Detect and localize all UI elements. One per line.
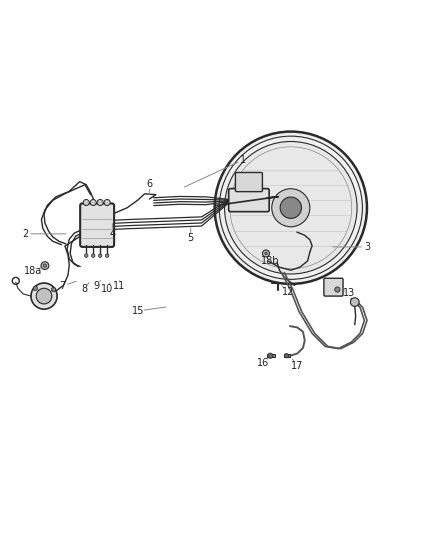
Circle shape xyxy=(85,254,88,257)
Text: 5: 5 xyxy=(187,233,194,243)
Circle shape xyxy=(104,199,110,206)
Text: 3: 3 xyxy=(364,242,370,252)
Circle shape xyxy=(92,254,95,257)
Text: 18a: 18a xyxy=(24,266,42,276)
Text: 4: 4 xyxy=(110,229,116,239)
FancyBboxPatch shape xyxy=(229,189,269,212)
Circle shape xyxy=(350,298,359,306)
Circle shape xyxy=(51,287,56,292)
Text: 7: 7 xyxy=(59,281,65,291)
Circle shape xyxy=(280,197,301,219)
Circle shape xyxy=(41,262,49,270)
Circle shape xyxy=(97,199,103,206)
Circle shape xyxy=(33,286,38,290)
Text: 10: 10 xyxy=(101,284,113,294)
Text: 6: 6 xyxy=(146,179,152,189)
Circle shape xyxy=(262,250,269,257)
Circle shape xyxy=(90,199,96,206)
Circle shape xyxy=(31,283,57,309)
Text: 2: 2 xyxy=(22,229,28,239)
Text: 1: 1 xyxy=(240,155,246,165)
FancyBboxPatch shape xyxy=(236,173,262,192)
Circle shape xyxy=(225,141,357,274)
Bar xyxy=(284,354,290,358)
Circle shape xyxy=(106,254,109,257)
FancyBboxPatch shape xyxy=(80,204,114,247)
Text: 9: 9 xyxy=(93,281,99,291)
Circle shape xyxy=(265,252,267,255)
FancyBboxPatch shape xyxy=(324,278,343,296)
Text: 8: 8 xyxy=(81,284,87,294)
Text: 11: 11 xyxy=(113,281,125,291)
Bar xyxy=(267,354,275,358)
Text: 17: 17 xyxy=(291,361,304,371)
Circle shape xyxy=(272,189,310,227)
Text: 12: 12 xyxy=(282,287,294,297)
Text: 15: 15 xyxy=(132,306,145,316)
Circle shape xyxy=(215,132,367,284)
Circle shape xyxy=(268,353,273,358)
Circle shape xyxy=(99,254,102,257)
Circle shape xyxy=(335,287,340,292)
Text: 18b: 18b xyxy=(261,256,279,266)
Circle shape xyxy=(83,199,89,206)
Text: 13: 13 xyxy=(343,288,356,298)
Circle shape xyxy=(36,288,52,304)
Text: 16: 16 xyxy=(257,358,269,368)
Circle shape xyxy=(43,264,47,268)
Circle shape xyxy=(284,353,289,358)
